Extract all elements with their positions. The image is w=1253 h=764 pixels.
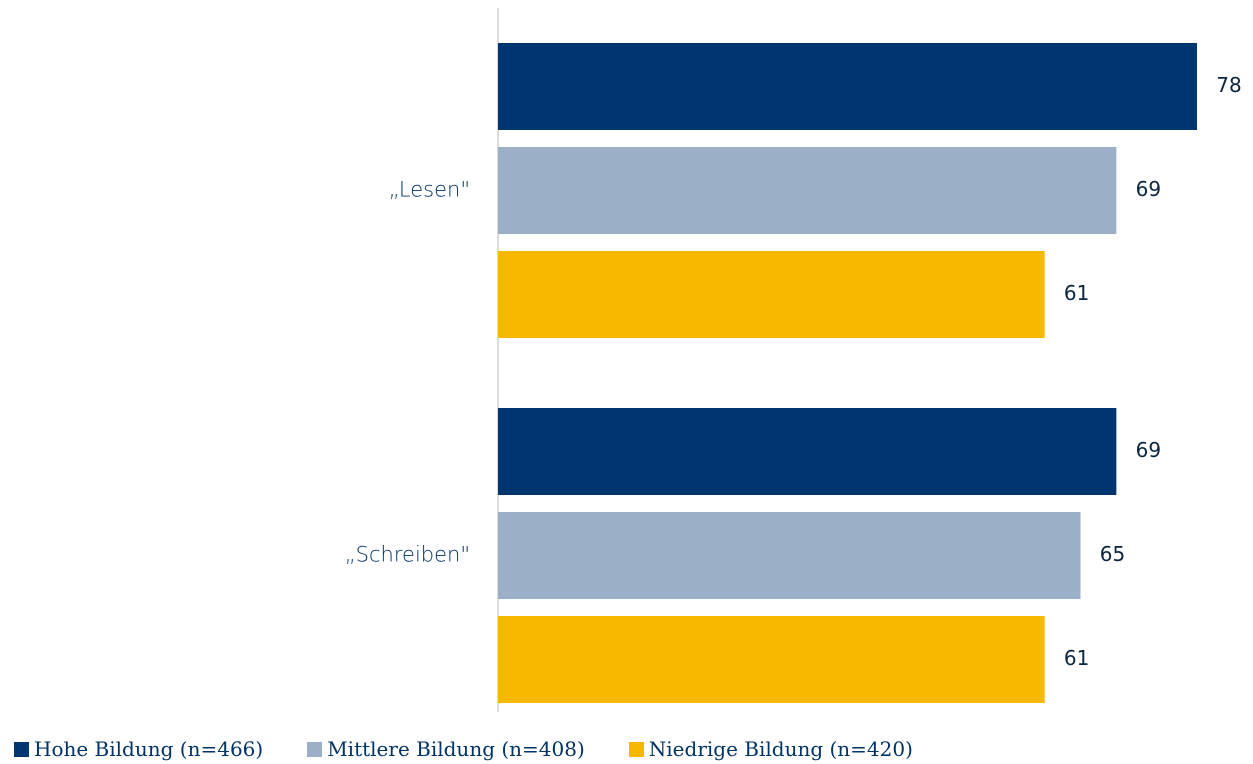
bar: [498, 512, 1081, 599]
legend-label: Niedrige Bildung (n=420): [648, 737, 913, 761]
bar: [498, 43, 1197, 130]
legend-item: Mittlere Bildung (n=408): [307, 737, 585, 761]
bar: [498, 147, 1117, 234]
legend-swatch: [14, 741, 29, 757]
legend-label: Mittlere Bildung (n=408): [327, 737, 585, 761]
data-label: 65: [1100, 542, 1125, 566]
bar: [498, 616, 1045, 703]
legend-swatch: [307, 741, 323, 757]
category-label: „Lesen": [389, 178, 470, 202]
bar: [498, 408, 1117, 495]
data-label: 78: [1216, 73, 1241, 97]
legend-item: Niedrige Bildung (n=420): [628, 737, 913, 761]
chart-legend: Hohe Bildung (n=466) Mittlere Bildung (n=…: [14, 737, 957, 763]
data-label: 69: [1136, 177, 1161, 201]
legend-swatch: [628, 741, 644, 757]
data-label: 61: [1064, 646, 1089, 670]
bar: [498, 251, 1045, 338]
category-label: „Schreiben": [345, 543, 470, 567]
data-label: 69: [1136, 438, 1161, 462]
legend-label: Hohe Bildung (n=466): [34, 737, 264, 761]
data-label: 61: [1064, 281, 1089, 305]
legend-item: Hohe Bildung (n=466): [14, 737, 263, 761]
